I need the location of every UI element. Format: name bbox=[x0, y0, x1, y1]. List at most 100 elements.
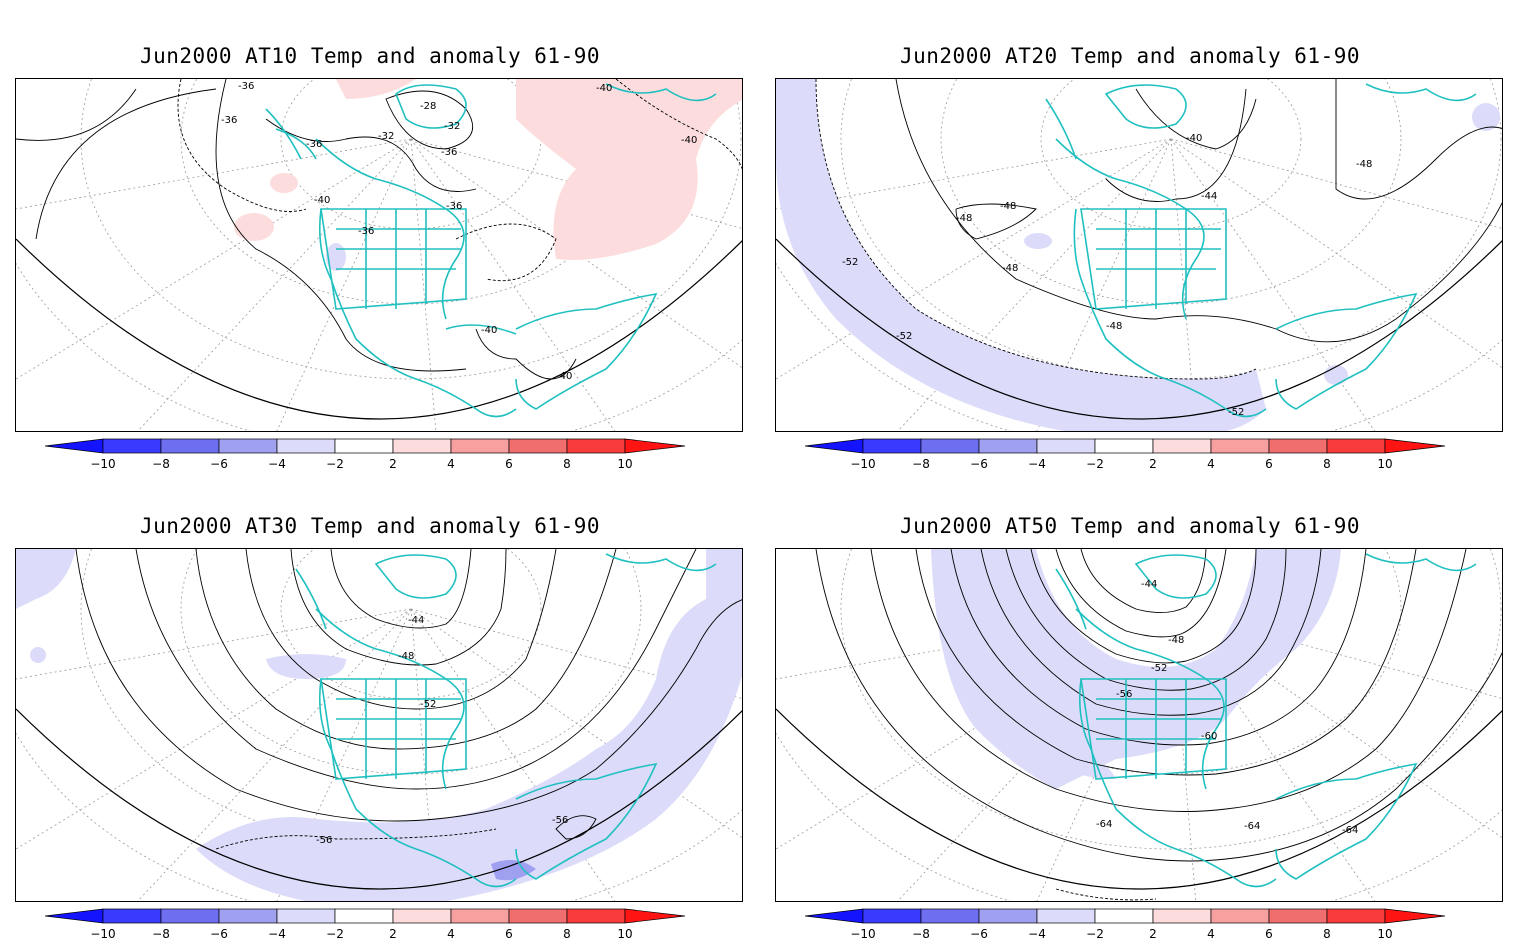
contour-label: -48 bbox=[1106, 321, 1122, 332]
colorbar-tick: 4 bbox=[1207, 927, 1215, 941]
contour-label: -36 bbox=[441, 147, 457, 158]
colorbar-tick: 4 bbox=[1207, 457, 1215, 471]
contours bbox=[815, 79, 1502, 380]
anomaly-shading bbox=[16, 549, 742, 901]
colorbar-tick: 6 bbox=[1265, 457, 1273, 471]
contour-label: -52 bbox=[1151, 663, 1167, 674]
coastlines bbox=[1055, 553, 1477, 888]
contours bbox=[16, 79, 742, 380]
colorbar-tick: −10 bbox=[850, 457, 876, 471]
contour-label-group: -44 -48 -52 -56 -56 bbox=[316, 615, 568, 846]
colorbar-tick: −8 bbox=[152, 927, 170, 941]
panel-title: Jun2000 AT50 Temp and anomaly 61-90 bbox=[899, 514, 1360, 538]
contour-label: -40 bbox=[681, 135, 697, 146]
contour-label: -32 bbox=[444, 121, 460, 132]
contour-label: -48 bbox=[956, 213, 972, 224]
coastlines bbox=[265, 83, 717, 418]
map-svg: -40 -44 -48 -48 -48 -48 -52 -52 -48 -52 bbox=[776, 79, 1502, 431]
contour-label: -40 bbox=[556, 371, 572, 382]
colorbar-svg bbox=[45, 438, 686, 454]
map-svg: -44 -48 -52 -56 -60 -64 -64 -64 bbox=[776, 549, 1502, 901]
contour-label: -52 bbox=[896, 331, 912, 342]
colorbar: −10 −8 −6 −4 −2 2 4 6 8 10 bbox=[805, 438, 1465, 471]
contour-label: -56 bbox=[316, 835, 332, 846]
colorbar: −10 −8 −6 −4 −2 2 4 6 8 10 bbox=[45, 908, 705, 941]
map-at20: -40 -44 -48 -48 -48 -48 -52 -52 -48 -52 bbox=[775, 78, 1503, 432]
contour-label: -44 bbox=[1141, 579, 1157, 590]
colorbar-tick: −2 bbox=[326, 927, 344, 941]
colorbar-tick: −8 bbox=[152, 457, 170, 471]
coastlines bbox=[1045, 83, 1477, 418]
colorbar-tick: 8 bbox=[1323, 457, 1331, 471]
colorbar-tick: 6 bbox=[505, 927, 513, 941]
colorbar: −10 −8 −6 −4 −2 2 4 6 8 10 bbox=[45, 438, 705, 471]
colorbar-tick: −4 bbox=[1028, 927, 1046, 941]
colorbar-tick: −4 bbox=[1028, 457, 1046, 471]
contour-label: -48 bbox=[1002, 263, 1018, 274]
contour-label: -40 bbox=[314, 195, 330, 206]
colorbar-tick: 4 bbox=[447, 927, 455, 941]
panel-at50: Jun2000 AT50 Temp and anomaly 61-90 bbox=[760, 470, 1503, 941]
contour-label: -36 bbox=[306, 139, 322, 150]
colorbar-tick: −4 bbox=[268, 457, 286, 471]
contour-label: -48 bbox=[1000, 201, 1016, 212]
contour-label: -44 bbox=[1201, 191, 1217, 202]
anomaly-shading bbox=[234, 79, 742, 271]
contour-label: -36 bbox=[221, 115, 237, 126]
contour-label: -40 bbox=[596, 83, 612, 94]
colorbar-tick: 10 bbox=[617, 457, 633, 471]
contour-label: -64 bbox=[1342, 825, 1358, 836]
panel-title: Jun2000 AT20 Temp and anomaly 61-90 bbox=[899, 44, 1360, 68]
contour-label: -64 bbox=[1244, 821, 1260, 832]
map-svg: -44 -48 -52 -56 -56 bbox=[16, 549, 742, 901]
colorbar-tick: 2 bbox=[1149, 457, 1157, 471]
contour-label: -36 bbox=[238, 81, 254, 92]
colorbar-tick: −6 bbox=[970, 457, 988, 471]
contour-label: -40 bbox=[481, 325, 497, 336]
colorbar-tick: −6 bbox=[210, 457, 228, 471]
contour-label-group: -36 -36 -28 -32 -32 -36 -36 -40 -36 -36 … bbox=[221, 81, 697, 382]
colorbar-tick: 8 bbox=[563, 457, 571, 471]
map-at10: -36 -36 -28 -32 -32 -36 -36 -40 -36 -36 … bbox=[15, 78, 743, 432]
contour-label: -56 bbox=[552, 815, 568, 826]
colorbar-tick: −6 bbox=[970, 927, 988, 941]
contour-label: -64 bbox=[1096, 819, 1112, 830]
colorbar-tick: 10 bbox=[1377, 927, 1393, 941]
contour-label: -32 bbox=[378, 131, 394, 142]
panel-at10: Jun2000 AT10 Temp and anomaly 61-90 bbox=[0, 0, 743, 471]
contour-label: -36 bbox=[358, 226, 374, 237]
contour-label: -52 bbox=[420, 699, 436, 710]
colorbar-tick: 10 bbox=[617, 927, 633, 941]
map-at50: -44 -48 -52 -56 -60 -64 -64 -64 bbox=[775, 548, 1503, 902]
anomaly-shading bbox=[776, 79, 1500, 431]
contour-label: -52 bbox=[842, 257, 858, 268]
colorbar-svg bbox=[45, 908, 686, 924]
panel-at30: Jun2000 AT30 Temp and anomaly 61-90 bbox=[0, 470, 743, 941]
panel-at20: Jun2000 AT20 Temp and anomaly 61-90 bbox=[760, 0, 1503, 471]
contour-label-group: -40 -44 -48 -48 -48 -48 -52 -52 -48 -52 bbox=[842, 133, 1372, 418]
contour-label: -56 bbox=[1116, 689, 1132, 700]
colorbar-tick: −2 bbox=[1086, 927, 1104, 941]
colorbar-tick: 2 bbox=[389, 927, 397, 941]
colorbar-tick: −2 bbox=[1086, 457, 1104, 471]
contour-label: -36 bbox=[446, 201, 462, 212]
hemisphere-edge bbox=[16, 238, 742, 420]
colorbar-tick: −2 bbox=[326, 457, 344, 471]
panel-title: Jun2000 AT10 Temp and anomaly 61-90 bbox=[139, 44, 600, 68]
contour-label: -48 bbox=[398, 651, 414, 662]
colorbar-tick: 6 bbox=[1265, 927, 1273, 941]
panel-title: Jun2000 AT30 Temp and anomaly 61-90 bbox=[139, 514, 600, 538]
colorbar-tick: −10 bbox=[850, 927, 876, 941]
map-at30: -44 -48 -52 -56 -56 bbox=[15, 548, 743, 902]
colorbar-tick: 10 bbox=[1377, 457, 1393, 471]
colorbar-tick: −8 bbox=[912, 927, 930, 941]
colorbar: −10 −8 −6 −4 −2 2 4 6 8 10 bbox=[805, 908, 1465, 941]
colorbar-svg bbox=[805, 438, 1446, 454]
colorbar-tick: 8 bbox=[563, 927, 571, 941]
colorbar-tick: −10 bbox=[90, 927, 116, 941]
contour-label: -44 bbox=[408, 615, 424, 626]
contour-label: -48 bbox=[1356, 159, 1372, 170]
contour-label: -28 bbox=[420, 101, 436, 112]
anomaly-shading bbox=[931, 549, 1341, 789]
colorbar-tick: 4 bbox=[447, 457, 455, 471]
